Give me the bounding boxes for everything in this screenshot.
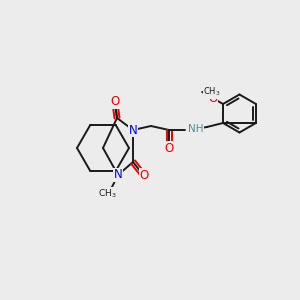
Text: O: O bbox=[208, 92, 217, 104]
Text: O: O bbox=[164, 142, 174, 154]
Text: N: N bbox=[129, 124, 137, 136]
Text: N: N bbox=[114, 169, 122, 182]
Text: O: O bbox=[140, 169, 149, 182]
Text: CH$_3$: CH$_3$ bbox=[98, 188, 116, 200]
Text: O: O bbox=[110, 94, 120, 108]
Text: NH: NH bbox=[188, 124, 203, 134]
Text: CH$_3$: CH$_3$ bbox=[203, 86, 221, 98]
